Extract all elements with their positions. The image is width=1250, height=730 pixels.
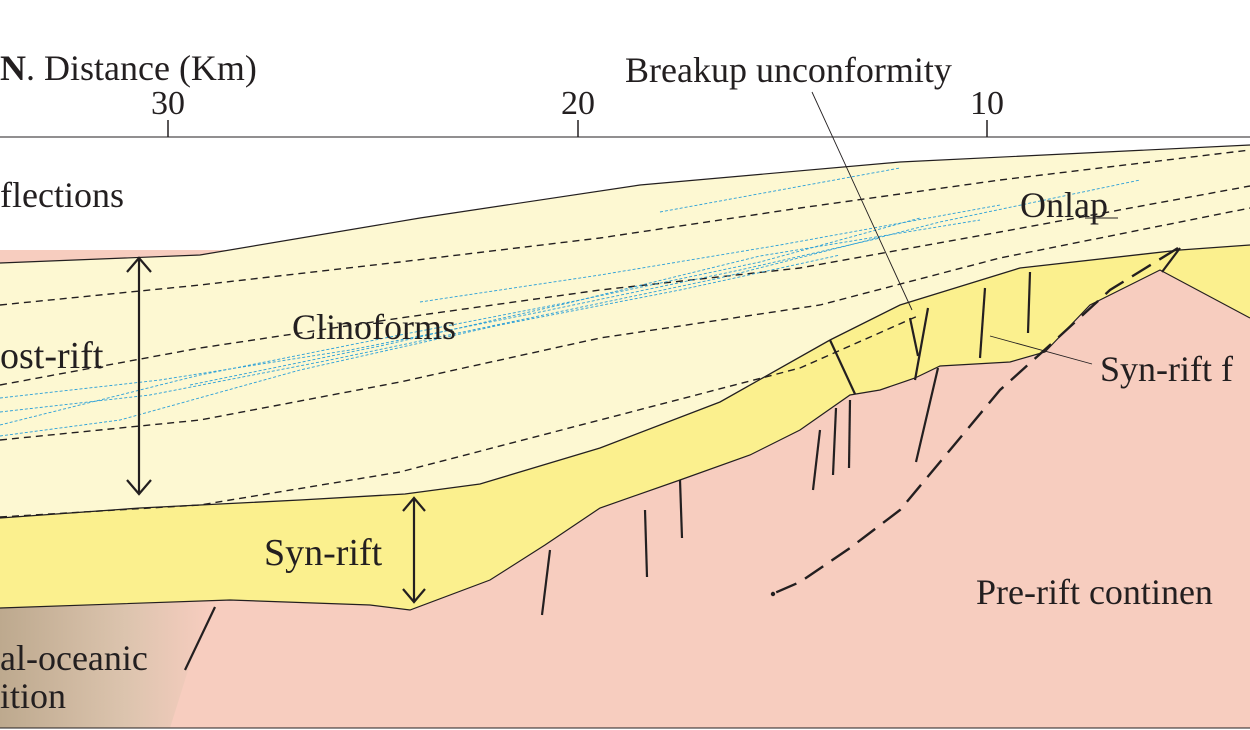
- breakup-unconformity-label: Breakup unconformity: [625, 50, 952, 90]
- fault: [914, 367, 940, 463]
- breakup-unconformity-surface: [0, 244, 1250, 519]
- transition-label-line2: ition: [0, 676, 66, 716]
- reflections-label: flections: [0, 175, 124, 215]
- syn-rift-fill-label: Syn-rift f: [1100, 349, 1233, 389]
- breakup-leader-line: [811, 91, 913, 311]
- clinoforms-label: Clinoforms: [292, 307, 456, 347]
- tick-label-10: 10: [970, 85, 1004, 122]
- clinoform-reflectors: [0, 167, 1141, 437]
- syn-rift-thickness-arrow: [402, 496, 426, 604]
- tick-label-20: 20: [561, 85, 595, 122]
- syn-rift-fill-leader-line: [989, 335, 1093, 365]
- reflector-1: [0, 149, 1250, 306]
- fault: [913, 307, 930, 381]
- fault: [540, 549, 552, 616]
- fault: [978, 287, 987, 359]
- detachment-fault: [769, 246, 1179, 597]
- tick-label-30: 30: [151, 85, 185, 122]
- axis-title: . Distance (Km): [26, 48, 257, 88]
- fault: [1026, 271, 1032, 334]
- syn-rift-label: Syn-rift: [264, 532, 383, 574]
- fault-dot: [770, 591, 776, 597]
- pre-rift-label: Pre-rift continen: [976, 572, 1213, 612]
- seafloor-line: [0, 144, 1250, 264]
- transition-label-line1: al-oceanic: [0, 638, 148, 678]
- fault: [1161, 247, 1181, 273]
- syn-rift-faults: [184, 247, 1181, 671]
- fault: [643, 509, 649, 578]
- post-rift-unit: [0, 145, 1250, 518]
- distance-axis: [167, 120, 988, 137]
- onlap-label: Onlap: [1020, 185, 1108, 225]
- syn-rift-unit: [0, 245, 1250, 610]
- top-basement-surface: [0, 269, 1250, 611]
- fault: [678, 479, 684, 539]
- direction-letter: N: [0, 48, 26, 88]
- post-rift-label: ost-rift: [0, 335, 104, 377]
- transition-zone: [0, 600, 210, 728]
- axis-header: N. Distance (Km): [0, 48, 257, 88]
- reflector-4: [0, 314, 921, 518]
- clinoform-7: [659, 167, 901, 213]
- reflector-2: [0, 185, 1250, 386]
- fault: [184, 606, 216, 671]
- clinoform-6: [419, 204, 1001, 303]
- post-rift-reflectors: [0, 149, 1250, 518]
- fault: [908, 317, 920, 357]
- clinoform-4: [0, 254, 841, 437]
- clinoform-1: [0, 179, 1141, 413]
- fault: [829, 339, 856, 395]
- fault: [847, 399, 852, 469]
- post-rift-thickness-arrow: [126, 256, 152, 496]
- clinoform-2: [0, 217, 921, 426]
- fault: [831, 407, 838, 476]
- fault: [811, 429, 822, 491]
